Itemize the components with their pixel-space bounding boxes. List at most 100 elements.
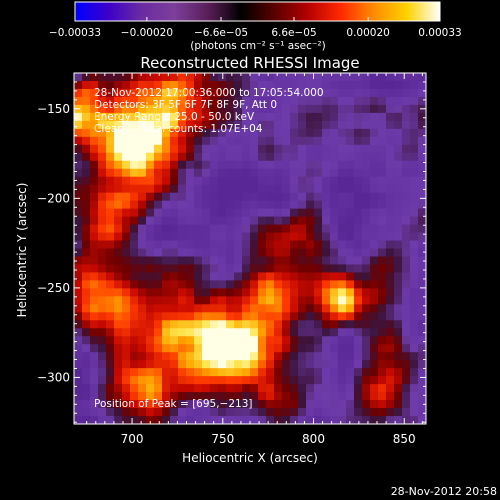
heatmap-cell bbox=[106, 256, 115, 266]
heatmap-cell bbox=[394, 192, 403, 202]
heatmap-cell bbox=[210, 392, 219, 401]
heatmap-cell bbox=[298, 264, 307, 274]
heatmap-cell bbox=[322, 152, 331, 162]
heatmap-cell bbox=[74, 80, 83, 90]
heatmap-cell bbox=[402, 192, 411, 202]
heatmap-cell bbox=[410, 304, 419, 313]
heatmap-cell bbox=[170, 184, 179, 194]
heatmap-cell bbox=[354, 264, 363, 274]
heatmap-cell bbox=[82, 376, 91, 385]
heatmap-cell bbox=[154, 336, 163, 345]
heatmap-cell bbox=[234, 360, 243, 369]
heatmap-cell bbox=[234, 200, 243, 210]
heatmap-cell bbox=[290, 136, 299, 146]
heatmap-cell bbox=[74, 384, 83, 393]
heatmap-cell bbox=[130, 336, 139, 345]
heatmap-cell bbox=[266, 312, 275, 321]
heatmap-cell bbox=[266, 352, 275, 361]
heatmap-cell bbox=[282, 208, 291, 218]
heatmap-cell bbox=[106, 416, 115, 424]
heatmap-cell bbox=[338, 104, 347, 114]
heatmap-cell bbox=[330, 176, 339, 186]
heatmap-cell bbox=[322, 184, 331, 194]
heatmap-cell bbox=[250, 80, 259, 90]
heatmap-cell bbox=[330, 112, 339, 122]
heatmap-cell bbox=[210, 144, 219, 154]
heatmap-cell bbox=[282, 176, 291, 186]
heatmap-cell bbox=[98, 296, 107, 305]
heatmap-cell bbox=[186, 248, 195, 258]
heatmap-cell bbox=[130, 328, 139, 337]
heatmap-cell bbox=[418, 272, 426, 282]
heatmap-cell bbox=[138, 256, 147, 266]
heatmap-cell bbox=[266, 408, 275, 417]
heatmap-cell bbox=[154, 192, 163, 202]
heatmap-cell bbox=[386, 144, 395, 154]
heatmap-cell bbox=[354, 160, 363, 170]
heatmap-cell bbox=[266, 208, 275, 218]
heatmap-cell bbox=[370, 248, 379, 258]
heatmap-cell bbox=[242, 368, 251, 377]
heatmap-cell bbox=[370, 312, 379, 321]
heatmap-cell bbox=[370, 360, 379, 369]
heatmap-cell bbox=[394, 344, 403, 353]
heatmap-cell bbox=[298, 192, 307, 202]
heatmap-cell bbox=[98, 73, 107, 82]
heatmap-cell bbox=[162, 248, 171, 258]
heatmap-cell bbox=[194, 112, 203, 122]
heatmap-cell bbox=[162, 128, 171, 138]
heatmap-cell bbox=[346, 328, 355, 337]
heatmap-cell bbox=[322, 360, 331, 369]
heatmap-cell bbox=[90, 416, 99, 424]
heatmap-cell bbox=[418, 264, 426, 274]
heatmap-cell bbox=[242, 104, 251, 114]
heatmap-cell bbox=[386, 392, 395, 401]
heatmap-cell bbox=[106, 328, 115, 337]
heatmap-cell bbox=[98, 352, 107, 361]
heatmap-cell bbox=[418, 184, 426, 194]
heatmap-cell bbox=[394, 304, 403, 313]
heatmap-cell bbox=[274, 88, 283, 98]
heatmap-cell bbox=[82, 272, 91, 282]
heatmap-cell bbox=[306, 208, 315, 218]
heatmap-cell bbox=[226, 352, 235, 361]
heatmap-cell bbox=[410, 224, 419, 234]
heatmap-cell bbox=[322, 304, 331, 313]
heatmap-cell bbox=[130, 400, 139, 409]
heatmap-cell bbox=[314, 128, 323, 138]
heatmap-cell bbox=[146, 160, 155, 170]
heatmap-cell bbox=[202, 232, 211, 242]
y-tick-label-0: −150 bbox=[37, 102, 70, 116]
heatmap-cell bbox=[226, 144, 235, 154]
heatmap-cell bbox=[74, 416, 83, 424]
heatmap-cell bbox=[122, 368, 131, 377]
heatmap-cell bbox=[186, 96, 195, 106]
heatmap-cell bbox=[162, 160, 171, 170]
heatmap-cell bbox=[170, 73, 179, 82]
heatmap-cell bbox=[338, 328, 347, 337]
heatmap-cell bbox=[378, 248, 387, 258]
heatmap-cell bbox=[394, 336, 403, 345]
heatmap-cell bbox=[210, 344, 219, 353]
heatmap-cell bbox=[194, 136, 203, 146]
heatmap-cell bbox=[202, 304, 211, 313]
heatmap-cell bbox=[250, 360, 259, 369]
heatmap-cell bbox=[314, 384, 323, 393]
heatmap-cell bbox=[234, 320, 243, 329]
heatmap-cell bbox=[146, 264, 155, 274]
heatmap-cell bbox=[130, 216, 139, 226]
heatmap-cell bbox=[226, 288, 235, 297]
heatmap-cell bbox=[114, 408, 123, 417]
heatmap-cell bbox=[298, 256, 307, 266]
heatmap-cell bbox=[354, 80, 363, 90]
heatmap-cell bbox=[394, 144, 403, 154]
heatmap-cell bbox=[402, 296, 411, 305]
heatmap-cell bbox=[194, 360, 203, 369]
heatmap-cell bbox=[410, 336, 419, 345]
heatmap-cell bbox=[362, 336, 371, 345]
heatmap-cell bbox=[338, 80, 347, 90]
heatmap-cell bbox=[218, 392, 227, 401]
heatmap-cell bbox=[314, 352, 323, 361]
heatmap-cell bbox=[218, 88, 227, 98]
heatmap-cell bbox=[258, 208, 267, 218]
